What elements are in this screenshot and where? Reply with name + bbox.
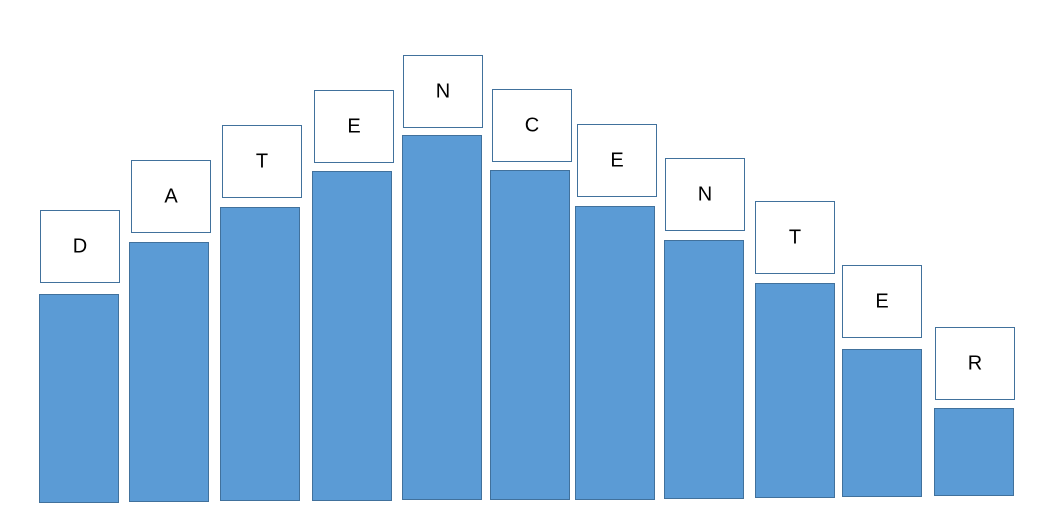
letter-box <box>577 124 657 197</box>
bar <box>755 283 835 498</box>
letter: R <box>968 352 982 374</box>
letter: N <box>698 183 712 205</box>
letter: N <box>436 80 450 102</box>
letter: E <box>347 115 360 137</box>
bar <box>402 135 482 500</box>
letter-box <box>314 90 394 163</box>
bar <box>842 349 922 497</box>
bar <box>220 207 300 501</box>
letter: A <box>164 185 178 207</box>
letter-box <box>665 158 745 231</box>
letter-box <box>403 55 483 128</box>
letter-box <box>40 210 120 283</box>
letter: C <box>525 114 539 136</box>
letter: T <box>256 150 268 172</box>
bar <box>575 206 655 500</box>
letter: E <box>610 149 623 171</box>
letter-box <box>935 327 1015 400</box>
letter: E <box>875 290 888 312</box>
letter-box <box>755 201 835 274</box>
bar <box>129 242 209 502</box>
letter-box <box>131 160 211 233</box>
bar <box>39 294 119 503</box>
letter-box <box>222 125 302 198</box>
letter: D <box>73 235 87 257</box>
letter-box <box>842 265 922 338</box>
bar <box>490 170 570 500</box>
bar <box>312 171 392 501</box>
bar <box>664 240 744 499</box>
bar <box>934 408 1014 496</box>
letter: T <box>789 226 801 248</box>
letter-box <box>492 89 572 162</box>
